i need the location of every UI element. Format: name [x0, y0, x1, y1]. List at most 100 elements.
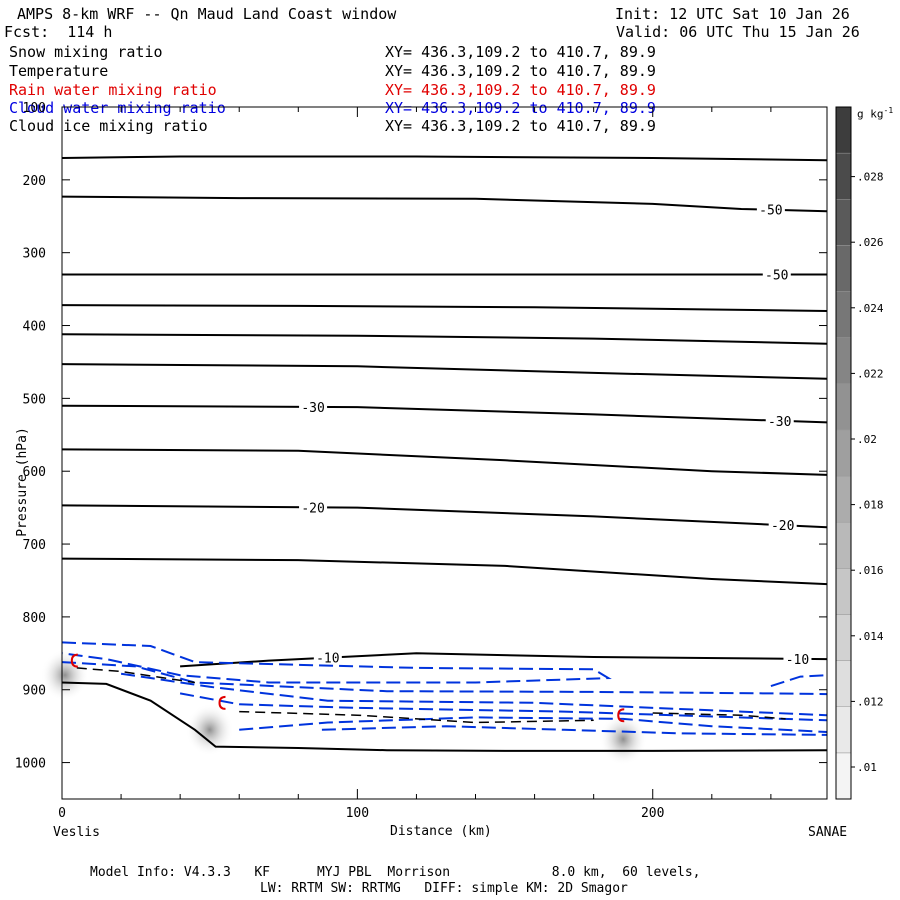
- colorbar-swatch: [835, 291, 852, 338]
- cloud-water-contour: [61, 641, 612, 684]
- field-xy: XY= 436.3,109.2 to 410.7, 89.9: [385, 81, 656, 99]
- isotherm-label-bg: [762, 267, 791, 281]
- isotherm-line: [61, 304, 828, 312]
- terrain-line: [61, 681, 828, 752]
- x-tick-label: 100: [346, 806, 369, 821]
- isotherm-line: [61, 155, 828, 162]
- y-tick-label: 900: [23, 684, 46, 699]
- colorbar-tick-label: .01: [857, 761, 877, 774]
- colorbar-swatch: [835, 383, 852, 431]
- colorbar-tick-label: .028: [857, 171, 884, 184]
- y-tick-label: 600: [23, 465, 46, 480]
- snow-maximum: [40, 649, 89, 702]
- cloud-ice-contour: [652, 712, 786, 720]
- y-tick-label: 400: [23, 320, 46, 335]
- field-xy: XY= 436.3,109.2 to 410.7, 89.9: [385, 99, 656, 117]
- colorbar-swatch: [835, 752, 852, 800]
- isotherm-label: -50: [765, 269, 788, 284]
- y-tick-label: 300: [23, 247, 46, 262]
- colorbar-swatch: [835, 152, 852, 200]
- colorbar-swatch: [835, 614, 852, 661]
- rain-water-contour: [70, 653, 78, 668]
- colorbar-swatch: [835, 199, 852, 246]
- valid-time: Valid: 06 UTC Thu 15 Jan 26: [616, 23, 860, 41]
- colorbar-swatch: [835, 521, 852, 569]
- y-tick-label: 200: [23, 174, 46, 189]
- rain-water-contour: [617, 708, 625, 723]
- y-tick-label: 800: [23, 611, 46, 626]
- field-name: Cloud ice mixing ratio: [9, 117, 208, 135]
- colorbar-tick-label: .018: [857, 499, 884, 512]
- y-tick-label: 500: [23, 392, 46, 407]
- cloud-water-contour: [61, 661, 828, 696]
- field-name: Cloud water mixing ratio: [9, 99, 226, 117]
- colorbar-swatch: [835, 337, 852, 385]
- field-xy: XY= 436.3,109.2 to 410.7, 89.9: [385, 43, 656, 61]
- colorbar-swatch: [835, 106, 852, 154]
- snow-maximum: [185, 703, 234, 756]
- isotherm-label: -10: [786, 653, 809, 668]
- isotherm-label-bg: [783, 651, 812, 665]
- plot-frame: [61, 106, 828, 800]
- colorbar-unit: g kg-1: [857, 106, 894, 121]
- y-tick-label: 100: [23, 101, 46, 116]
- colorbar-tick-label: .016: [857, 564, 884, 577]
- field-xy: XY= 436.3,109.2 to 410.7, 89.9: [385, 62, 656, 80]
- colorbar-tick-label: .026: [857, 236, 884, 249]
- isotherm-label-bg: [756, 202, 785, 216]
- isotherm-label: -10: [316, 652, 339, 667]
- cloud-water-contour: [770, 674, 828, 688]
- colorbar-tick-label: .014: [857, 630, 884, 643]
- isotherm-label-bg: [768, 518, 797, 532]
- y-tick-label: 700: [23, 538, 46, 553]
- isotherm-label: -50: [759, 204, 782, 219]
- footer-model-info: Model Info: V4.3.3 KF MYJ PBL Morrison 8…: [90, 865, 701, 880]
- cloud-ice-contour: [239, 710, 594, 724]
- isotherm-line: [61, 195, 828, 213]
- cloud-water-contour: [321, 725, 828, 736]
- colorbar-swatch: [835, 660, 852, 707]
- colorbar-frame: [835, 106, 852, 800]
- isotherm-label-bg: [299, 399, 328, 413]
- isotherm-label: -30: [301, 401, 324, 416]
- colorbar-tick-label: .022: [857, 367, 884, 380]
- isotherm-line: [61, 557, 828, 586]
- field-xy: XY= 436.3,109.2 to 410.7, 89.9: [385, 117, 656, 135]
- field-name: Snow mixing ratio: [9, 43, 163, 61]
- rain-water-contour: [218, 695, 226, 710]
- colorbar-tick-label: .024: [857, 302, 884, 315]
- x-axis-label: Distance (km): [390, 824, 492, 839]
- field-name: Temperature: [9, 62, 109, 80]
- footer-physics-info: LW: RRTM SW: RRTMG DIFF: simple KM: 2D S…: [260, 881, 628, 896]
- forecast-hour: Fcst: 114 h: [4, 23, 113, 41]
- isotherm-label: -20: [301, 501, 324, 516]
- x-endpoint-left: Veslis: [53, 825, 100, 840]
- isotherm-line: [61, 448, 828, 476]
- isotherm-label-bg: [765, 413, 794, 427]
- isotherm-line: [61, 333, 828, 345]
- isotherm-label: -30: [768, 415, 791, 430]
- colorbar-swatch: [835, 568, 852, 615]
- field-name: Rain water mixing ratio: [9, 81, 217, 99]
- x-tick-label: 200: [641, 806, 664, 821]
- x-endpoint-right: SANAE: [808, 825, 848, 840]
- isotherm-line: [180, 652, 828, 668]
- colorbar-swatch: [835, 429, 852, 477]
- colorbar-swatch: [835, 245, 852, 292]
- isotherm-label-bg: [313, 650, 342, 664]
- y-tick-label: 1000: [15, 757, 46, 772]
- colorbar-swatch: [835, 475, 852, 523]
- snow-maximum: [599, 713, 648, 766]
- isotherm-label: -20: [771, 519, 794, 534]
- colorbar-swatch: [835, 706, 852, 754]
- cloud-water-contour: [239, 716, 828, 733]
- isotherm-line: [61, 363, 828, 380]
- colorbar-tick-label: .012: [857, 695, 884, 708]
- chart-title: AMPS 8-km WRF -- Qn Maud Land Coast wind…: [17, 5, 397, 23]
- cloud-water-contour: [179, 692, 828, 722]
- isotherm-label-bg: [299, 500, 328, 514]
- x-tick-label: 0: [58, 806, 66, 821]
- y-axis-label: Pressure (hPa): [14, 427, 30, 537]
- cloud-water-contour: [120, 672, 828, 717]
